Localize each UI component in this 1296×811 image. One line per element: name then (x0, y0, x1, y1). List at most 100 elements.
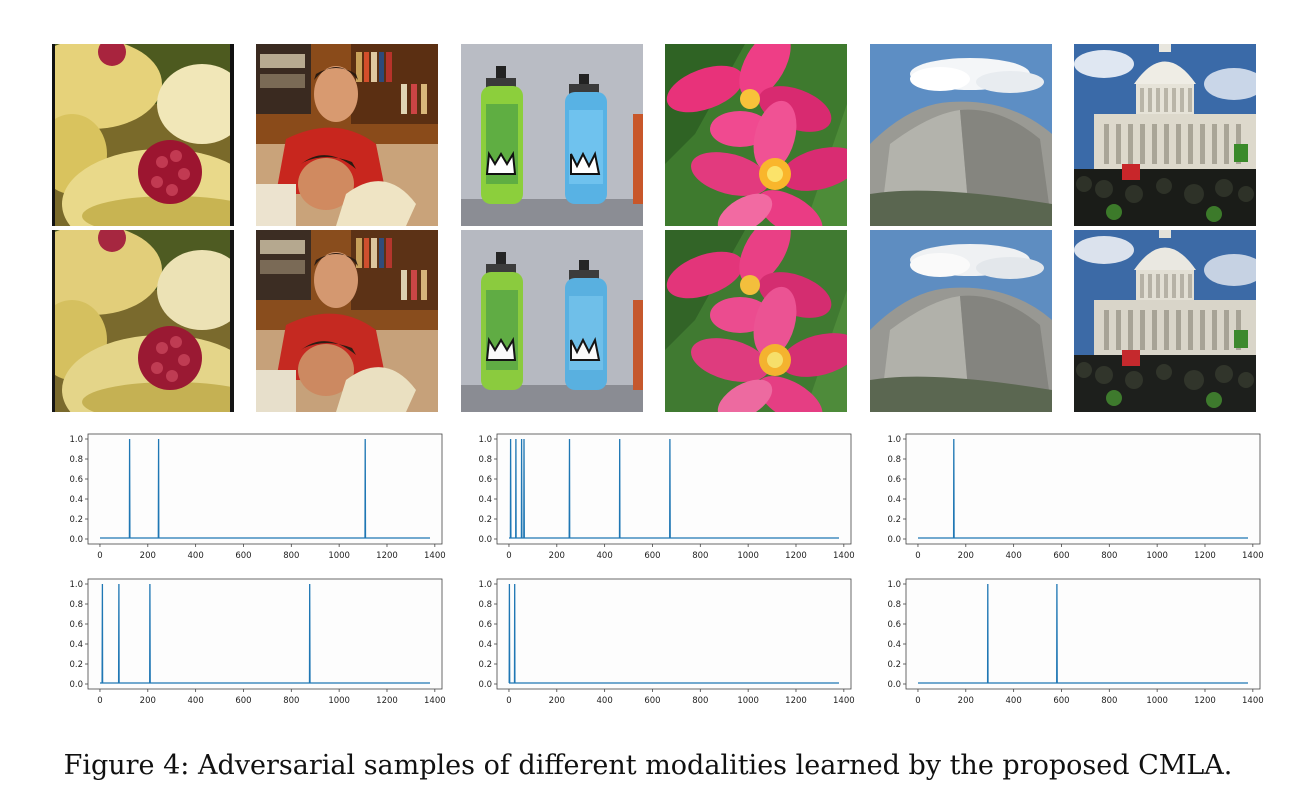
y-tick-label: 0.6 (478, 620, 492, 630)
series-line (100, 438, 430, 539)
y-tick-label: 0.2 (478, 660, 492, 670)
adversarial-two-men-laughing-image (256, 230, 438, 412)
x-tick-label: 1000 (737, 696, 759, 706)
x-tick-label: 0 (506, 696, 511, 706)
y-tick-label: 0.4 (478, 495, 492, 505)
x-tick-label: 600 (235, 551, 251, 561)
x-tick-label: 1200 (785, 551, 807, 561)
x-tick-label: 0 (97, 551, 102, 561)
series-line (509, 438, 839, 539)
x-tick-label: 200 (958, 551, 974, 561)
original-pink-plumeria-flower-image (665, 44, 847, 226)
plot-frame (87, 578, 443, 690)
x-tick-label: 200 (958, 696, 974, 706)
perturbation-plot-1: 0 200 400 600 800 1000 1200 1400 0.0 0.2 0.4 0.6 0.8… (52, 426, 452, 566)
x-tick-label: 400 (188, 551, 204, 561)
y-tick-label: 0.6 (887, 475, 901, 485)
original-half-dome-mountain-image (870, 44, 1052, 226)
y-tick-label: 0.8 (69, 455, 83, 465)
x-tick-label: 1000 (328, 696, 350, 706)
y-tick-label: 0.4 (69, 640, 83, 650)
y-tick-label: 0.2 (887, 515, 901, 525)
x-tick-label: 1400 (424, 696, 446, 706)
series-line (508, 583, 839, 684)
plot-svg: 0 200 400 600 800 1000 1200 1400 0.0 0.2 0.4 0.6 0.8… (887, 433, 1264, 561)
x-tick-label: 1200 (376, 551, 398, 561)
plot-frame (496, 433, 852, 545)
plot-svg: 0 200 400 600 800 1000 1200 1400 0.0 0.2 0.4 0.6 0.8… (887, 578, 1264, 706)
original-spray-cans-image (461, 44, 643, 226)
y-tick-label: 0.0 (887, 535, 901, 545)
y-tick-label: 0.6 (887, 620, 901, 630)
x-tick-label: 1200 (1194, 696, 1216, 706)
x-tick-label: 600 (644, 551, 660, 561)
x-tick-label: 800 (283, 696, 299, 706)
x-tick-label: 1000 (1146, 696, 1168, 706)
y-tick-label: 0.6 (478, 475, 492, 485)
plot-svg: 0 200 400 600 800 1000 1200 1400 0.0 0.2 0.4 0.6 0.8… (478, 433, 855, 561)
adversarial-images-row (52, 230, 1256, 412)
x-tick-label: 0 (97, 696, 102, 706)
series-line (100, 583, 430, 684)
x-tick-label: 400 (597, 696, 613, 706)
adversarial-cupcakes-raspberry-image (52, 230, 234, 412)
x-tick-label: 200 (140, 551, 156, 561)
x-tick-label: 600 (235, 696, 251, 706)
x-tick-label: 200 (549, 551, 565, 561)
plot-frame (87, 433, 443, 545)
series-line (918, 583, 1248, 684)
y-tick-label: 0.8 (887, 600, 901, 610)
adversarial-spray-cans-image (461, 230, 643, 412)
x-tick-label: 0 (915, 551, 920, 561)
x-tick-label: 400 (1006, 696, 1022, 706)
perturbation-plot-2: 0 200 400 600 800 1000 1200 1400 0.0 0.2 0.4 0.6 0.8… (461, 426, 861, 566)
y-tick-label: 1.0 (478, 580, 492, 590)
x-tick-label: 1000 (1146, 551, 1168, 561)
x-tick-label: 800 (692, 551, 708, 561)
y-tick-label: 0.8 (478, 455, 492, 465)
x-tick-label: 1400 (1242, 696, 1264, 706)
y-tick-label: 0.0 (69, 535, 83, 545)
plot-frame (496, 578, 852, 690)
y-tick-label: 0.0 (69, 680, 83, 690)
figure-caption: Figure 4: Adversarial samples of differe… (63, 750, 1233, 781)
y-tick-label: 0.8 (887, 455, 901, 465)
original-cupcakes-raspberry-image (52, 44, 234, 226)
adversarial-half-dome-mountain-image (870, 230, 1052, 412)
x-tick-label: 1200 (785, 696, 807, 706)
y-tick-label: 0.4 (478, 640, 492, 650)
y-tick-label: 0.2 (478, 515, 492, 525)
original-two-men-laughing-image (256, 44, 438, 226)
plot-frame (905, 433, 1261, 545)
y-tick-label: 0.4 (887, 495, 901, 505)
x-tick-label: 800 (692, 696, 708, 706)
y-tick-label: 0.6 (69, 475, 83, 485)
x-tick-label: 800 (1101, 551, 1117, 561)
adversarial-pink-plumeria-flower-image (665, 230, 847, 412)
x-tick-label: 1200 (1194, 551, 1216, 561)
x-tick-label: 200 (549, 696, 565, 706)
y-tick-label: 0.2 (69, 660, 83, 670)
x-tick-label: 200 (140, 696, 156, 706)
x-tick-label: 400 (188, 696, 204, 706)
plot-svg: 0 200 400 600 800 1000 1200 1400 0.0 0.2 0.4 0.6 0.8… (69, 578, 446, 706)
perturbation-plot-5: 0 200 400 600 800 1000 1200 1400 0.0 0.2 0.4 0.6 0.8… (461, 571, 861, 711)
x-tick-label: 600 (1053, 551, 1069, 561)
adversarial-capitol-building-crowd-image (1074, 230, 1256, 412)
y-tick-label: 1.0 (69, 580, 83, 590)
y-tick-label: 1.0 (478, 435, 492, 445)
y-tick-label: 0.6 (69, 620, 83, 630)
x-tick-label: 1400 (1242, 551, 1264, 561)
y-tick-label: 1.0 (887, 580, 901, 590)
y-tick-label: 0.4 (887, 640, 901, 650)
y-tick-label: 0.2 (69, 515, 83, 525)
x-tick-label: 400 (597, 551, 613, 561)
perturbation-plot-3: 0 200 400 600 800 1000 1200 1400 0.0 0.2 0.4 0.6 0.8… (870, 426, 1270, 566)
plot-svg: 0 200 400 600 800 1000 1200 1400 0.0 0.2 0.4 0.6 0.8… (478, 578, 855, 706)
y-tick-label: 0.2 (887, 660, 901, 670)
y-tick-label: 0.0 (478, 680, 492, 690)
x-tick-label: 0 (915, 696, 920, 706)
original-capitol-building-crowd-image (1074, 44, 1256, 226)
y-tick-label: 0.8 (478, 600, 492, 610)
x-tick-label: 1200 (376, 696, 398, 706)
